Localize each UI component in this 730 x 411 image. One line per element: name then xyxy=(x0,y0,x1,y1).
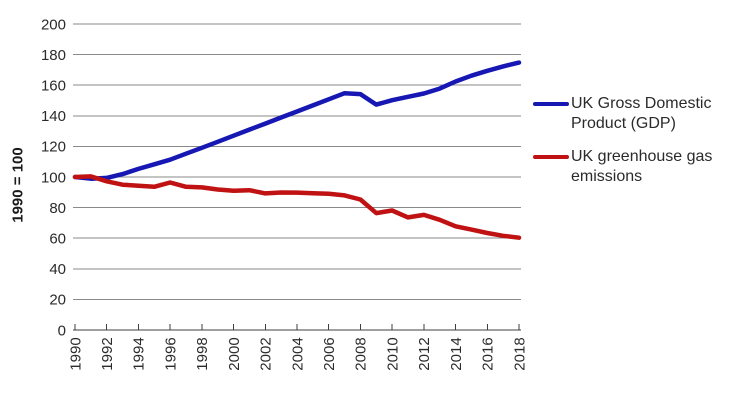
y-tick-label: 0 xyxy=(58,322,66,339)
x-tick-label: 2014 xyxy=(448,337,465,370)
x-tick-label: 2016 xyxy=(480,337,497,370)
legend: UK Gross Domestic Product (GDP) UK green… xyxy=(533,94,723,200)
y-tick-label: 180 xyxy=(41,47,66,64)
x-tick-label: 2012 xyxy=(416,337,433,370)
x-tick-label: 2000 xyxy=(226,337,243,370)
x-tick-label: 2006 xyxy=(321,337,338,370)
x-tick-label: 1998 xyxy=(194,337,211,370)
emissions-line-swatch xyxy=(533,155,569,159)
x-tick-label: 2010 xyxy=(384,337,401,370)
y-tick-label: 120 xyxy=(41,139,66,156)
y-axis-title: 1990 = 100 xyxy=(9,147,26,223)
x-tick-label: 2004 xyxy=(289,337,306,370)
gdp-line-swatch xyxy=(533,102,569,106)
grid-layer xyxy=(73,23,521,300)
axis-layer: 0 20 40 60 80 100 120 140 160 180 200 1990 1992 1994 1… xyxy=(41,16,528,370)
legend-item-gdp: UK Gross Domestic Product (GDP) xyxy=(533,94,723,134)
x-tick-label: 2018 xyxy=(511,337,528,370)
x-tick-label: 2002 xyxy=(258,337,275,370)
legend-label-emissions: UK greenhouse gas emissions xyxy=(571,148,713,185)
x-tick-label: 1996 xyxy=(162,337,179,370)
series-layer xyxy=(72,60,522,240)
legend-label-gdp: UK Gross Domestic Product (GDP) xyxy=(571,95,712,132)
y-tick-label: 100 xyxy=(41,169,66,186)
y-tick-label: 140 xyxy=(41,108,66,125)
x-tick-label: 1990 xyxy=(67,337,84,370)
x-tick-label: 1992 xyxy=(99,337,116,370)
y-tick-label: 60 xyxy=(49,230,66,247)
y-tick-label: 200 xyxy=(41,16,66,33)
y-tick-label: 80 xyxy=(49,200,66,217)
legend-item-emissions: UK greenhouse gas emissions xyxy=(533,147,723,187)
emissions-line xyxy=(72,174,522,240)
x-tick-label: 2008 xyxy=(353,337,370,370)
x-tick-label: 1994 xyxy=(131,337,148,370)
gdp-line xyxy=(72,60,522,181)
y-tick-label: 40 xyxy=(49,261,66,278)
y-tick-label: 160 xyxy=(41,77,66,94)
y-tick-label: 20 xyxy=(49,292,66,309)
